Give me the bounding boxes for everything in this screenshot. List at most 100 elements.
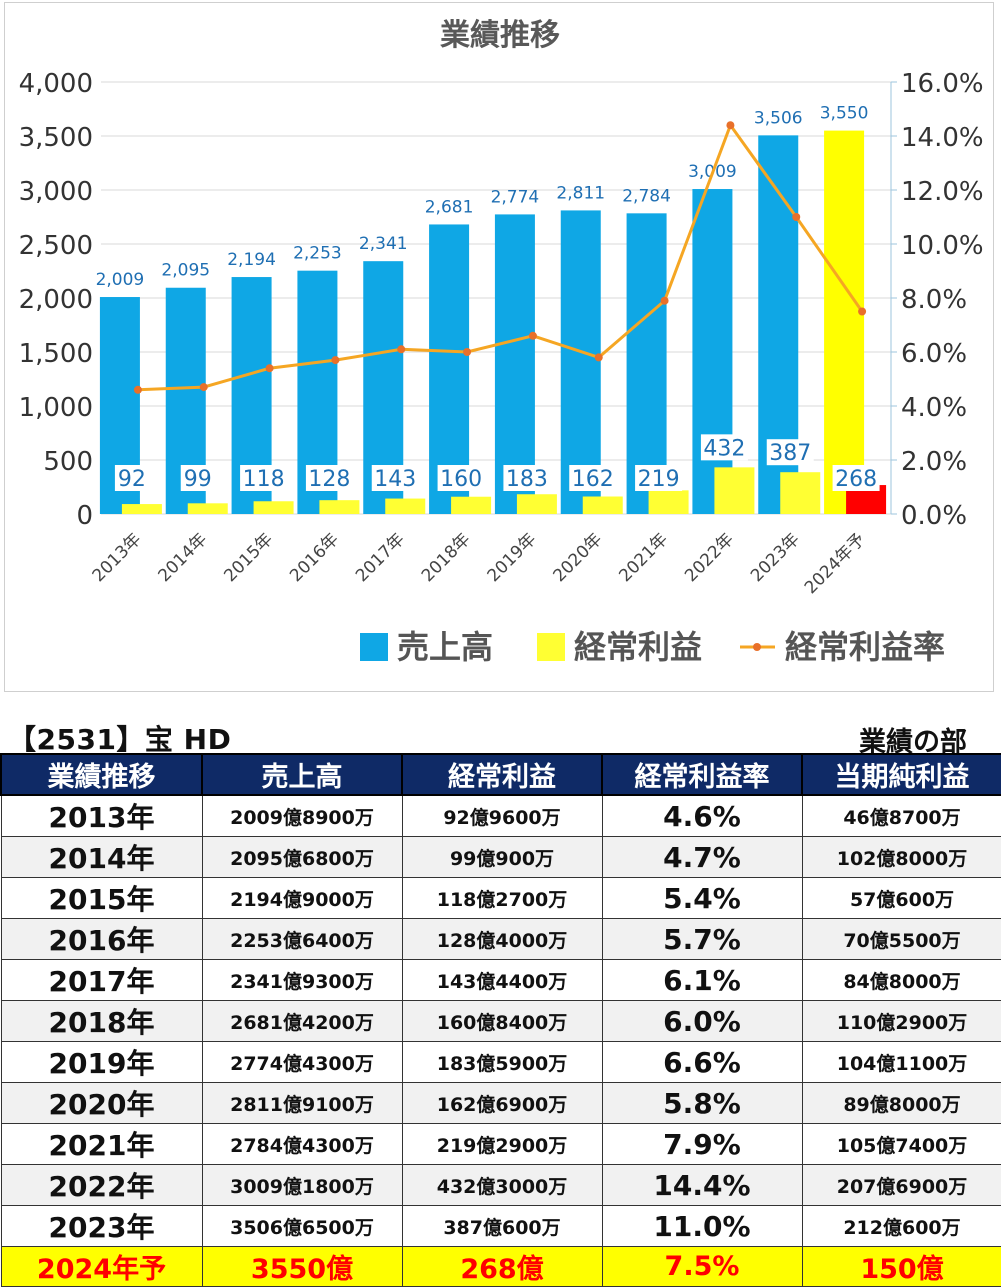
row-ordinary-margin: 5.4% [601,877,803,919]
row-ordinary-profit: 160億8400万 [401,1000,603,1042]
table-row: 2019年 2774億4300万 183億5900万 6.6% 104億1100万 [0,1041,1001,1083]
margin-point [594,353,603,362]
row-year: 2016年 [0,918,203,960]
right-axis-tick-label: 2.0% [901,447,967,477]
x-axis-tick-label: 2019年 [484,529,541,586]
sales-bar [692,189,733,514]
profit-bar [714,467,755,514]
row-ordinary-profit: 219億2900万 [401,1123,603,1165]
row-net-income: 57億600万 [801,877,1001,919]
row-sales: 2341億9300万 [201,959,403,1001]
forecast-ordinary-margin: 7.5% [601,1246,803,1287]
row-year: 2014年 [0,836,203,878]
margin-point [726,121,735,130]
row-ordinary-margin: 5.8% [601,1082,803,1124]
profit-bar [319,500,360,514]
legend-label-margin: 経常利益率 [785,628,945,666]
row-sales: 3009億1800万 [201,1164,403,1206]
row-net-income: 212億600万 [801,1205,1001,1247]
profit-bar [582,496,623,514]
row-year: 2017年 [0,959,203,1001]
margin-point [660,296,669,305]
row-ordinary-margin: 4.7% [601,836,803,878]
left-axis-tick-label: 1,000 [19,393,93,423]
header-net-income: 当期純利益 [801,753,1001,796]
profit-bar [385,498,426,514]
margin-point [331,356,340,365]
row-sales: 2784億4300万 [201,1123,403,1165]
x-axis-tick-label: 2016年 [286,529,343,586]
forecast-year: 2024年予 [0,1246,203,1287]
sales-bar [824,130,865,514]
profit-bar [648,490,689,514]
profit-label-box [635,465,683,491]
row-year: 2019年 [0,1041,203,1083]
row-net-income: 207億6900万 [801,1164,1001,1206]
left-axis-tick-label: 0 [76,501,93,531]
table-row: 2017年 2341億9300万 143億4400万 6.1% 84億8000万 [0,959,1001,1001]
profit-bar [121,504,162,514]
x-axis-tick-label: 2020年 [550,529,607,586]
sales-data-label: 2,095 [161,261,210,281]
row-ordinary-margin: 14.4% [601,1164,803,1206]
profit-label-box [569,465,617,491]
row-sales: 2253億6400万 [201,918,403,960]
row-ordinary-margin: 5.7% [601,918,803,960]
row-ordinary-margin: 4.6% [601,794,803,837]
right-axis-tick-label: 16.0% [901,69,984,99]
profit-data-label: 183 [506,467,548,492]
legend-swatch-margin-marker [753,643,761,651]
profit-data-label: 219 [638,467,680,492]
left-axis-tick-label: 3,500 [19,123,93,153]
profit-label-box [832,465,880,491]
row-year: 2015年 [0,877,203,919]
legend-label-profit: 経常利益 [574,628,702,666]
right-axis-tick-label: 8.0% [901,285,967,315]
margin-point [858,307,867,316]
sales-data-label: 2,784 [622,186,671,206]
right-axis-tick-label: 6.0% [901,339,967,369]
profit-bar [187,503,228,514]
profit-bar [516,494,557,514]
sales-data-label: 2,774 [491,187,540,207]
left-axis-tick-label: 4,000 [19,69,93,99]
x-axis-tick-label: 2023年 [747,529,804,586]
row-ordinary-profit: 183億5900万 [401,1041,603,1083]
row-sales: 2681億4200万 [201,1000,403,1042]
profit-data-label: 162 [572,467,614,492]
row-sales: 2095億6800万 [201,836,403,878]
profit-data-label: 432 [703,436,745,461]
table-row: 2016年 2253億6400万 128億4000万 5.7% 70億5500万 [0,918,1001,960]
performance-chart: 業績推移 0 500 1,000 1,500 2,000 2,500 3,000 3,500 4,… [19,18,984,666]
sales-bar [494,214,535,514]
left-axis-tick-label: 500 [43,447,93,477]
profit-label-box [180,465,215,491]
row-sales: 2009億8900万 [201,794,403,837]
row-net-income: 110億2900万 [801,1000,1001,1042]
right-axis-tick-label: 4.0% [901,393,967,423]
profit-label-box [305,465,353,491]
row-year: 2013年 [0,794,203,837]
row-ordinary-profit: 387億600万 [401,1205,603,1247]
row-year: 2020年 [0,1082,203,1124]
left-axis-tick-label: 2,000 [19,285,93,315]
left-axis-tick-label: 3,000 [19,177,93,207]
header-ordinary-margin: 経常利益率 [601,753,803,796]
left-axis-tick-label: 2,500 [19,231,93,261]
profit-label-box [371,465,419,491]
sales-data-label: 2,681 [425,197,474,217]
profit-data-label: 128 [308,467,350,492]
company-name: 【2531】宝 HD [8,723,232,756]
x-axis-tick-label: 2014年 [155,529,212,586]
sales-data-label: 2,341 [359,234,408,254]
chart-title: 業績推移 [440,18,560,53]
row-net-income: 46億8700万 [801,794,1001,837]
row-sales: 2194億9000万 [201,877,403,919]
profit-label-box [240,465,288,491]
margin-point [199,383,208,392]
row-sales: 2774億4300万 [201,1041,403,1083]
profit-data-label: 160 [440,467,482,492]
header-period: 業績推移 [0,753,203,796]
right-axis-tick-label: 14.0% [901,123,984,153]
margin-line [137,122,864,392]
